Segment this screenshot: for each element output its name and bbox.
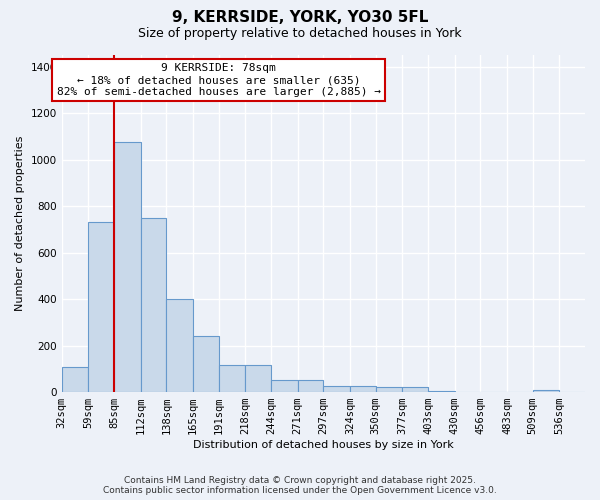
Bar <box>218 366 245 392</box>
X-axis label: Distribution of detached houses by size in York: Distribution of detached houses by size … <box>193 440 454 450</box>
Bar <box>376 388 403 392</box>
Bar <box>428 391 455 392</box>
Bar <box>298 380 323 392</box>
Bar <box>166 299 193 392</box>
Bar <box>323 386 350 392</box>
Text: Contains HM Land Registry data © Crown copyright and database right 2025.
Contai: Contains HM Land Registry data © Crown c… <box>103 476 497 495</box>
Text: Size of property relative to detached houses in York: Size of property relative to detached ho… <box>138 28 462 40</box>
Bar <box>403 388 428 392</box>
Bar <box>193 336 218 392</box>
Bar <box>533 390 559 392</box>
Y-axis label: Number of detached properties: Number of detached properties <box>15 136 25 311</box>
Text: 9, KERRSIDE, YORK, YO30 5FL: 9, KERRSIDE, YORK, YO30 5FL <box>172 10 428 25</box>
Bar <box>350 386 376 392</box>
Bar <box>62 366 88 392</box>
Bar <box>114 142 140 392</box>
Bar <box>245 366 271 392</box>
Text: 9 KERRSIDE: 78sqm
← 18% of detached houses are smaller (635)
82% of semi-detache: 9 KERRSIDE: 78sqm ← 18% of detached hous… <box>56 64 380 96</box>
Bar <box>140 218 166 392</box>
Bar <box>88 222 114 392</box>
Bar <box>271 380 298 392</box>
